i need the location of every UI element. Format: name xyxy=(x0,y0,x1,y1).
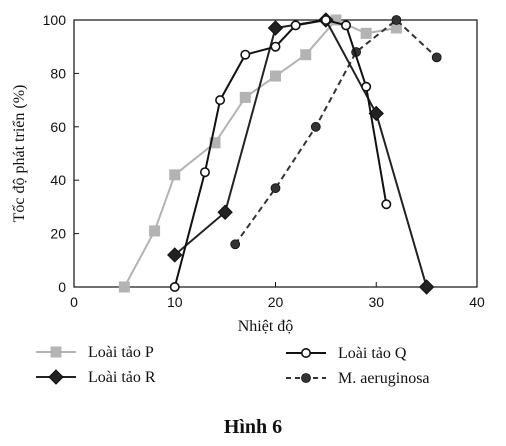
data-point-lo-i-t-o-q xyxy=(290,20,301,31)
y-tick-label: 60 xyxy=(50,119,66,135)
figure-caption: Hình 6 xyxy=(223,416,283,438)
data-point-m-aeruginosa xyxy=(391,15,402,25)
series-lo-i-t-o-p xyxy=(118,14,402,293)
legend-label: Loài tảo Q xyxy=(338,345,407,362)
data-point-lo-i-t-o-r xyxy=(368,105,384,122)
series-line-lo-i-t-o-q xyxy=(173,18,388,288)
data-point-lo-i-t-o-q xyxy=(361,81,372,92)
x-tick-label: 30 xyxy=(368,294,384,310)
data-point-lo-i-t-o-q xyxy=(240,49,251,60)
x-tick-label: 20 xyxy=(268,294,284,310)
legend-item-lo-i-t-o-r: Loài tảo R xyxy=(36,369,156,386)
data-point-lo-i-t-o-p xyxy=(149,225,161,237)
x-tick-label: 0 xyxy=(70,294,78,310)
y-tick-label: 0 xyxy=(58,279,66,295)
plot-frame xyxy=(73,19,478,288)
x-axis-label: Nhiệt độ xyxy=(238,318,294,335)
data-point-lo-i-t-o-q xyxy=(320,15,331,25)
data-point-lo-i-t-o-q xyxy=(381,199,392,210)
data-point-lo-i-t-o-p xyxy=(118,281,130,293)
legend-marker xyxy=(50,346,62,358)
data-point-lo-i-t-o-q xyxy=(169,281,180,292)
data-point-lo-i-t-o-r xyxy=(418,279,435,295)
data-point-lo-i-t-o-p xyxy=(360,27,372,39)
series-line-lo-i-t-o-p xyxy=(123,18,397,288)
data-point-m-aeruginosa xyxy=(230,239,241,250)
data-point-lo-i-t-o-p xyxy=(169,169,181,181)
series-line-m-aeruginosa xyxy=(234,18,438,245)
legend-marker xyxy=(48,369,64,385)
x-tick-label: 40 xyxy=(469,294,485,310)
data-point-lo-i-t-o-p xyxy=(300,49,312,61)
chart: 0 10 20 30 40 0 20 40 60 80 100 Nhiệt độ Tốc độ phát… xyxy=(11,12,485,387)
legend-label: Loài tảo R xyxy=(88,369,156,386)
data-point-m-aeruginosa xyxy=(310,121,321,132)
series-lo-i-t-o-q xyxy=(169,15,392,292)
data-point-lo-i-t-o-r xyxy=(167,247,183,263)
data-point-lo-i-t-o-p xyxy=(209,137,221,149)
legend-item-m-aeruginosa: M. aeruginosa xyxy=(286,370,430,387)
data-point-lo-i-t-o-r xyxy=(267,20,284,36)
y-tick-label: 100 xyxy=(43,12,67,28)
legend: Loài tảo P Loài tảo Q Loài tảo R M. aerugin… xyxy=(36,344,430,387)
legend-label: Loài tảo P xyxy=(88,344,154,361)
legend-label: M. aeruginosa xyxy=(338,370,430,387)
legend-item-lo-i-t-o-q: Loài tảo Q xyxy=(286,345,407,362)
data-point-lo-i-t-o-q xyxy=(270,41,281,52)
data-point-lo-i-t-o-q xyxy=(215,95,226,106)
data-point-lo-i-t-o-r xyxy=(217,204,233,220)
axes: 0 10 20 30 40 0 20 40 60 80 100 Nhiệt độ Tốc độ phát… xyxy=(11,12,485,335)
data-point-lo-i-t-o-p xyxy=(239,91,251,103)
data-point-lo-i-t-o-q xyxy=(199,167,210,178)
y-axis-label: Tốc độ phát triển (%) xyxy=(11,85,28,223)
x-tick-label: 10 xyxy=(167,294,183,310)
data-point-m-aeruginosa xyxy=(270,183,281,194)
series-layer xyxy=(118,12,442,295)
legend-marker xyxy=(300,347,311,358)
data-point-lo-i-t-o-p xyxy=(330,14,342,26)
y-tick-label: 80 xyxy=(50,65,66,81)
legend-item-lo-i-t-o-p: Loài tảo P xyxy=(36,344,154,361)
legend-marker xyxy=(301,373,311,383)
data-point-lo-i-t-o-q xyxy=(341,20,352,31)
data-point-m-aeruginosa xyxy=(431,52,442,63)
y-tick-label: 20 xyxy=(50,226,66,242)
data-point-lo-i-t-o-p xyxy=(390,22,402,34)
y-tick-label: 40 xyxy=(50,172,66,188)
data-point-lo-i-t-o-p xyxy=(270,70,281,82)
